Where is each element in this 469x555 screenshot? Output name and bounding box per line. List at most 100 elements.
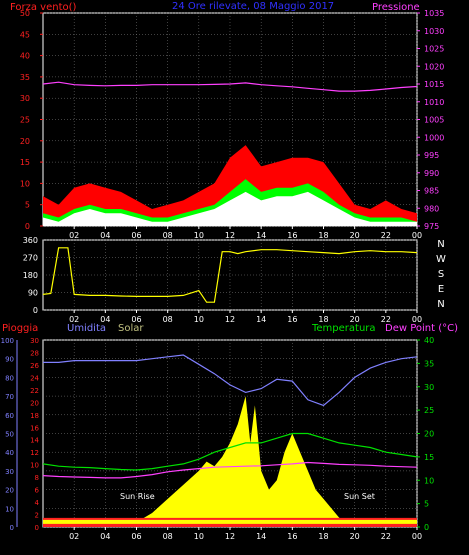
compass-label: E [438, 284, 444, 295]
direction-x-tick-label: 18 [318, 315, 328, 324]
wind-y-tick-label: 35 [20, 73, 30, 82]
pressure-line [42, 81, 418, 92]
humidity-y-tick-label: 30 [5, 468, 14, 476]
rain-x-tick-label: 10 [194, 532, 204, 541]
pressure-y-tick-label: 1005 [424, 116, 444, 125]
wind-y-tick-label: 15 [20, 158, 30, 167]
direction-x-tick-label: 22 [381, 315, 391, 324]
humidity-y-tick-label: 100 [1, 337, 14, 345]
temp-y-tick-label: 30 [424, 383, 434, 392]
sun-rise-label: Sun Rise [120, 492, 155, 501]
rain-x-tick-label: 22 [381, 532, 391, 541]
temperature-line [42, 432, 418, 471]
direction-x-tick-label: 06 [131, 315, 141, 324]
direction-x-tick-label: 04 [100, 315, 110, 324]
rain-y-tick-label: 16 [30, 424, 39, 432]
rain-x-tick-label: 14 [256, 532, 266, 541]
pressure-y-tick-label: 975 [424, 222, 439, 231]
rain-x-tick-label: 00 [412, 532, 422, 541]
direction-y-tick-label: 360 [23, 236, 38, 245]
pressure-y-tick-label: 1020 [424, 62, 444, 71]
rain-y-tick-label: 24 [30, 374, 39, 382]
wind-x-tick-label: 06 [131, 231, 141, 240]
wind-x-tick-label: 02 [69, 231, 79, 240]
compass-label: W [436, 254, 446, 265]
direction-x-tick-label: 20 [350, 315, 360, 324]
direction-x-tick-label: 12 [225, 315, 235, 324]
rain-x-tick-label: 08 [163, 532, 173, 541]
wind-y-tick-label: 30 [20, 94, 30, 103]
rain-y-tick-label: 18 [30, 412, 39, 420]
humidity-y-tick-label: 20 [5, 487, 14, 495]
rain-y-tick-label: 2 [35, 512, 39, 520]
rain-x-tick-label: 04 [100, 532, 110, 541]
wind-direction-line [42, 247, 418, 303]
temperature-axis-title: Temperatura [311, 323, 376, 334]
direction-x-tick-label: 16 [287, 315, 297, 324]
rain-y-tick-label: 22 [30, 387, 39, 395]
temp-y-tick-label: 25 [424, 406, 434, 415]
direction-y-tick-label: 270 [23, 254, 38, 263]
direction-y-tick-label: 180 [23, 271, 38, 280]
pressure-y-tick-label: 1015 [424, 80, 444, 89]
rain-y-tick-label: 12 [30, 449, 39, 457]
direction-y-tick-label: 90 [28, 289, 38, 298]
rain-y-tick-label: 6 [35, 487, 40, 495]
pressure-y-tick-label: 985 [424, 187, 439, 196]
humidity-y-tick-label: 60 [5, 412, 14, 420]
solar-axis-title: Solar [118, 323, 144, 334]
wind-x-tick-label: 18 [318, 231, 328, 240]
wind-x-tick-label: 10 [194, 231, 204, 240]
direction-y-tick-label: 0 [33, 306, 38, 315]
rain-y-tick-label: 8 [35, 474, 39, 482]
pressure-y-tick-label: 990 [424, 169, 439, 178]
rain-y-tick-label: 28 [30, 349, 39, 357]
chart-title: 24 Ore rilevate, 08 Maggio 2017 [172, 1, 334, 12]
wind-y-tick-label: 10 [20, 179, 30, 188]
compass-label: N [437, 239, 444, 250]
temp-y-tick-label: 40 [424, 336, 434, 345]
wind-y-tick-label: 40 [20, 52, 30, 61]
rain-x-tick-label: 12 [225, 532, 235, 541]
temp-y-tick-label: 35 [424, 359, 434, 368]
temp-y-tick-label: 5 [424, 500, 429, 509]
humidity-y-tick-label: 10 [5, 505, 14, 513]
wind-y-tick-label: 5 [25, 201, 30, 210]
wind-y-tick-label: 50 [20, 9, 30, 18]
pressure-y-tick-label: 980 [424, 204, 439, 213]
rain-x-tick-label: 20 [350, 532, 360, 541]
wind-x-tick-label: 12 [225, 231, 235, 240]
wind-x-tick-label: 22 [381, 231, 391, 240]
direction-x-tick-label: 08 [163, 315, 173, 324]
wind-pressure-panel: Forza vento() 24 Ore rilevate, 08 Maggio… [10, 1, 444, 240]
sun-set-label: Sun Set [344, 492, 375, 501]
wind-x-tick-label: 08 [163, 231, 173, 240]
pressure-y-tick-label: 1025 [424, 45, 444, 54]
wind-y-tick-label: 45 [20, 30, 30, 39]
solar-area [43, 396, 417, 527]
wind-y-tick-label: 25 [20, 116, 30, 125]
humidity-y-tick-label: 0 [10, 524, 14, 532]
wind-x-tick-label: 14 [256, 231, 266, 240]
rain-x-tick-label: 18 [318, 532, 328, 541]
rain-y-tick-label: 0 [35, 524, 39, 532]
wind-x-tick-label: 16 [287, 231, 297, 240]
pressure-y-tick-label: 1010 [424, 98, 444, 107]
rain-y-tick-label: 26 [30, 362, 39, 370]
compass-label: N [437, 299, 444, 310]
wind-axis-title: Forza vento() [10, 2, 77, 13]
temp-y-tick-label: 0 [424, 523, 429, 532]
wind-x-tick-label: 20 [350, 231, 360, 240]
dewpoint-axis-title: Dew Point (°C) [385, 323, 458, 334]
rain-axis-title: Pioggia [2, 323, 38, 334]
humidity-y-tick-label: 70 [5, 393, 14, 401]
rain-y-tick-label: 4 [35, 499, 40, 507]
pressure-axis-title: Pressione [372, 2, 420, 13]
humidity-y-tick-label: 90 [5, 356, 14, 364]
dewpoint-line [42, 461, 418, 479]
solar-base-band [43, 519, 417, 524]
rain-y-tick-label: 10 [30, 462, 39, 470]
direction-x-tick-label: 00 [412, 315, 422, 324]
